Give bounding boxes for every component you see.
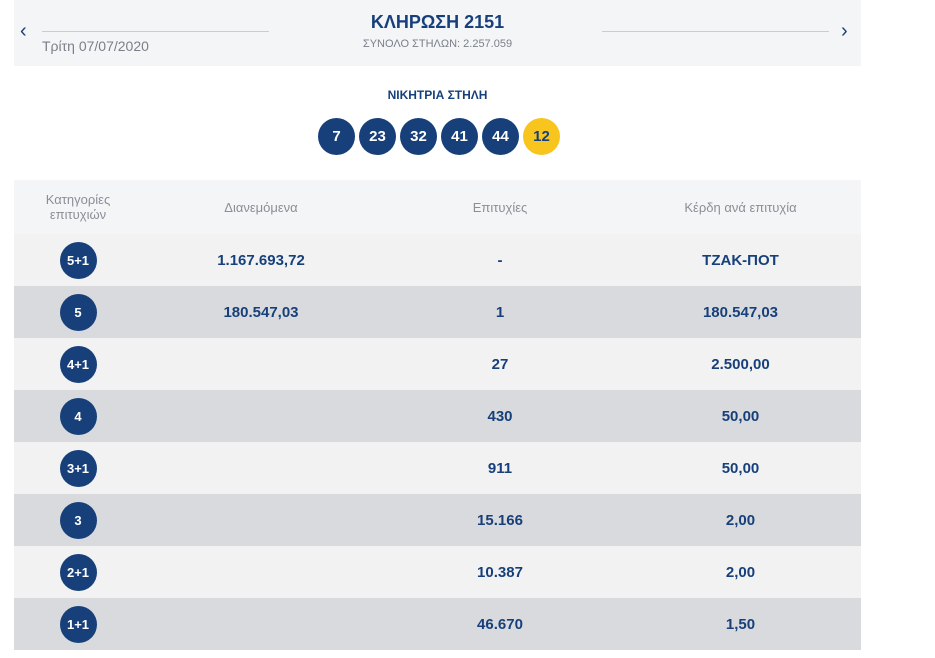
prize-per-winner: 50,00	[721, 407, 760, 425]
winners-count: 15.166	[477, 511, 523, 529]
winners-count: 911	[487, 459, 513, 477]
table-row: 2+1 10.387 2,00	[14, 546, 861, 598]
winners-count: -	[497, 251, 503, 269]
category-badge: 1+1	[59, 605, 97, 643]
category-badge: 5+1	[59, 241, 97, 279]
table-row: 4 430 50,00	[14, 390, 861, 442]
header-category: Κατηγορίες επιτυχιών	[45, 192, 111, 222]
total-columns: ΣΥΝΟΛΟ ΣΤΗΛΩΝ: 2.257.059	[362, 38, 513, 50]
draw-date: Τρίτη 07/07/2020	[42, 38, 149, 54]
winners-count: 27	[491, 355, 509, 373]
table-header: Κατηγορίες επιτυχιών Διανεμόμενα Επιτυχί…	[14, 180, 861, 234]
category-badge: 5	[59, 293, 97, 331]
table-row: 3 15.166 2,00	[14, 494, 861, 546]
category-badge: 3	[59, 501, 97, 539]
prize-per-winner: ΤΖΑΚ-ΠΟΤ	[702, 251, 779, 269]
category-badge: 2+1	[59, 553, 97, 591]
number-ball: 32	[400, 118, 437, 155]
divider	[602, 31, 829, 32]
prize-per-winner: 2.500,00	[711, 355, 770, 373]
winners-count: 430	[487, 407, 513, 425]
winners-count: 10.387	[477, 563, 523, 581]
winners-count: 46.670	[477, 615, 523, 633]
number-ball: 41	[441, 118, 478, 155]
divider	[42, 31, 269, 32]
next-draw-button[interactable]: ›	[841, 20, 848, 42]
category-badge: 4+1	[59, 345, 97, 383]
number-ball: 44	[482, 118, 519, 155]
category-badge: 3+1	[59, 449, 97, 487]
header-winners: Επιτυχίες	[472, 199, 528, 215]
number-ball: 7	[318, 118, 355, 155]
table-row: 3+1 911 50,00	[14, 442, 861, 494]
distributed-amount: 180.547,03	[223, 303, 299, 321]
header-distributed: Διανεμόμενα	[224, 199, 298, 215]
distributed-amount: 1.167.693,72	[217, 251, 305, 269]
bonus-ball: 12	[523, 118, 560, 155]
winning-numbers: 7 23 32 41 44 12	[318, 118, 560, 155]
table-row: 5 180.547,03 1 180.547,03	[14, 286, 861, 338]
draw-header: ‹ Τρίτη 07/07/2020 ΚΛΗΡΩΣΗ 2151 ΣΥΝΟΛΟ Σ…	[14, 0, 861, 66]
table-row: 1+1 46.670 1,50	[14, 598, 861, 650]
prize-per-winner: 50,00	[721, 459, 760, 477]
prev-draw-button[interactable]: ‹	[20, 20, 27, 42]
prize-per-winner: 2,00	[725, 563, 756, 581]
table-row: 4+1 27 2.500,00	[14, 338, 861, 390]
winners-count: 1	[495, 303, 505, 321]
prize-per-winner: 180.547,03	[702, 303, 779, 321]
header-prize: Κέρδη ανά επιτυχία	[684, 199, 797, 215]
prize-per-winner: 2,00	[725, 511, 756, 529]
prize-per-winner: 1,50	[725, 615, 756, 633]
winning-label: ΝΙΚΗΤΡΙΑ ΣΤΗΛΗ	[387, 88, 488, 102]
prize-table: Κατηγορίες επιτυχιών Διανεμόμενα Επιτυχί…	[14, 180, 861, 650]
table-row: 5+1 1.167.693,72 - ΤΖΑΚ-ΠΟΤ	[14, 234, 861, 286]
number-ball: 23	[359, 118, 396, 155]
category-badge: 4	[59, 397, 97, 435]
draw-title: ΚΛΗΡΩΣΗ 2151	[370, 12, 505, 32]
